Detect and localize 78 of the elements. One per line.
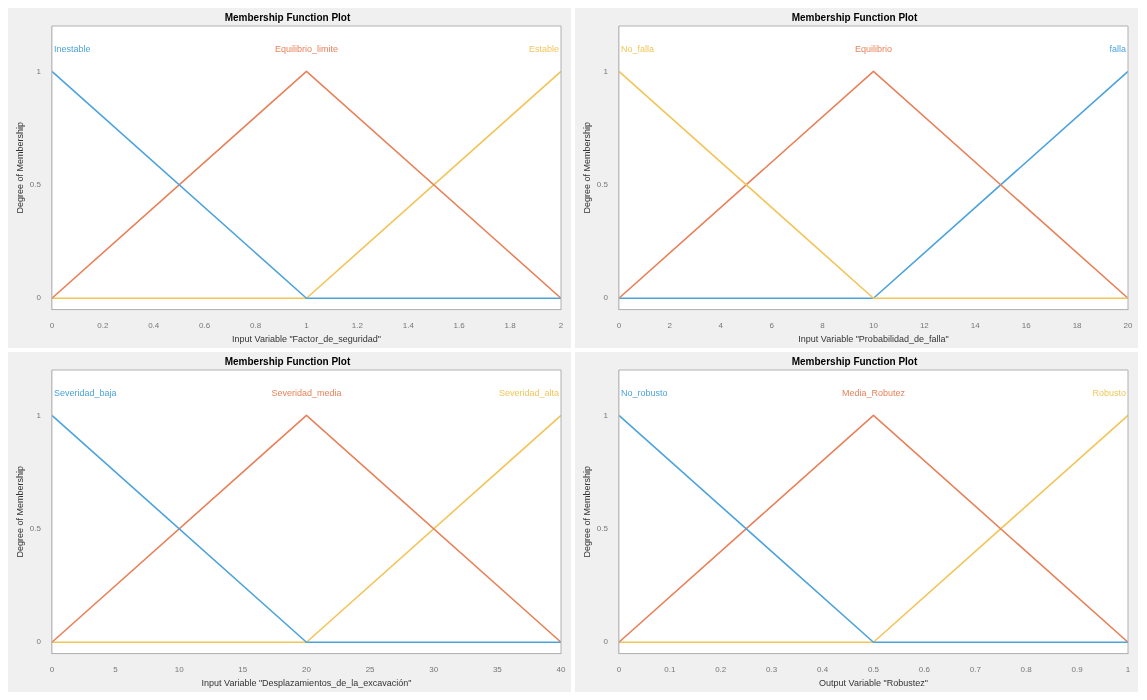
x-tick-label: 16 — [1021, 320, 1032, 330]
x-axis-title: Input Variable "Factor_de_seguridad" — [232, 334, 381, 345]
series-label: No_falla — [620, 43, 654, 54]
x-tick-label: 1.4 — [402, 320, 415, 330]
x-axis-title: Input Variable "Desplazamientos_de_la_excavación" — [201, 678, 412, 689]
x-tick-label: 0.5 — [867, 664, 880, 674]
y-tick-label: 0.5 — [596, 524, 609, 534]
y-tick-label: 0.5 — [29, 180, 42, 190]
x-tick-label: 15 — [238, 664, 248, 674]
x-tick-label: 40 — [556, 664, 566, 674]
x-tick-label: 4 — [718, 320, 724, 330]
x-tick-label: 5 — [113, 664, 119, 674]
text: Severidad_media — [271, 387, 342, 398]
text: Equilibrio — [854, 43, 892, 54]
y-tick-label: 0 — [603, 293, 609, 303]
x-tick-label: 0.4 — [816, 664, 829, 674]
text: Media_Robutez — [841, 387, 906, 398]
chart-title: Membership Function Plot — [224, 355, 351, 367]
x-tick-label: 1.6 — [453, 320, 466, 330]
y-tick-label: 1 — [603, 410, 609, 420]
text: Equilibrio_limite — [274, 43, 338, 54]
x-tick-label: 1 — [304, 320, 310, 330]
x-tick-label: 2 — [667, 320, 673, 330]
x-tick-label: 0.8 — [249, 320, 262, 330]
y-tick-label: 0 — [36, 637, 42, 647]
y-tick-label: 1 — [36, 410, 42, 420]
x-tick-label: 20 — [302, 664, 312, 674]
series-label: Robusto — [1092, 387, 1126, 398]
y-axis-title: Degree of Membership — [581, 122, 592, 214]
y-tick-label: 0.5 — [29, 524, 42, 534]
x-tick-label: 8 — [820, 320, 826, 330]
x-tick-label: 30 — [429, 664, 439, 674]
x-tick-label: 0.4 — [148, 320, 160, 330]
x-tick-label: 12 — [919, 320, 930, 330]
x-tick-label: 20 — [1123, 320, 1133, 330]
series-label: Severidad_baja — [53, 387, 117, 398]
y-tick-label: 0 — [603, 637, 609, 647]
chart-title: Membership Function Plot — [791, 11, 918, 23]
y-axis-title: Degree of Membership — [14, 122, 25, 214]
x-tick-label: 0.2 — [97, 320, 109, 330]
x-tick-label: 1.2 — [351, 320, 364, 330]
x-tick-label: 1.8 — [504, 320, 517, 330]
x-axis-title: Input Variable "Probabilidad_de_falla" — [798, 334, 949, 345]
x-tick-label: 25 — [365, 664, 376, 674]
x-tick-label: 18 — [1072, 320, 1083, 330]
x-tick-label: 10 — [869, 320, 879, 330]
chart-title: Membership Function Plot — [791, 355, 918, 367]
y-tick-label: 1 — [36, 66, 42, 76]
y-axis-title: Degree of Membership — [14, 466, 25, 558]
x-tick-label: 6 — [769, 320, 775, 330]
x-tick-label: 0.6 — [918, 664, 931, 674]
series-label: Estable — [528, 43, 559, 54]
x-tick-label: 0.3 — [766, 664, 778, 674]
x-tick-label: 0.6 — [199, 320, 211, 330]
series-label: Severidad_alta — [498, 387, 559, 398]
x-tick-label: 0.9 — [1071, 664, 1084, 674]
x-tick-label: 10 — [174, 664, 185, 674]
x-tick-label: 0.8 — [1020, 664, 1033, 674]
x-tick-label: 0.2 — [715, 664, 727, 674]
x-tick-label: 0 — [49, 320, 55, 330]
x-tick-label: 1 — [1125, 664, 1131, 674]
x-tick-label: 0.1 — [664, 664, 676, 674]
x-tick-label: 35 — [492, 664, 503, 674]
x-tick-label: 0 — [616, 320, 622, 330]
y-tick-label: 0 — [36, 293, 42, 303]
x-axis-title: Output Variable "Robustez" — [819, 678, 928, 689]
series-label: falla — [1109, 43, 1126, 54]
y-tick-label: 1 — [603, 66, 609, 76]
x-tick-label: 0.7 — [969, 664, 982, 674]
x-tick-label: 0 — [616, 664, 622, 674]
x-tick-label: 0 — [49, 664, 55, 674]
series-label: No_robusto — [620, 387, 668, 398]
chart-title: Membership Function Plot — [224, 11, 351, 23]
x-tick-label: 14 — [970, 320, 981, 330]
series-label: Inestable — [53, 43, 91, 54]
y-tick-label: 0.5 — [596, 180, 609, 190]
y-axis-title: Degree of Membership — [581, 466, 592, 558]
x-tick-label: 2 — [558, 320, 564, 330]
